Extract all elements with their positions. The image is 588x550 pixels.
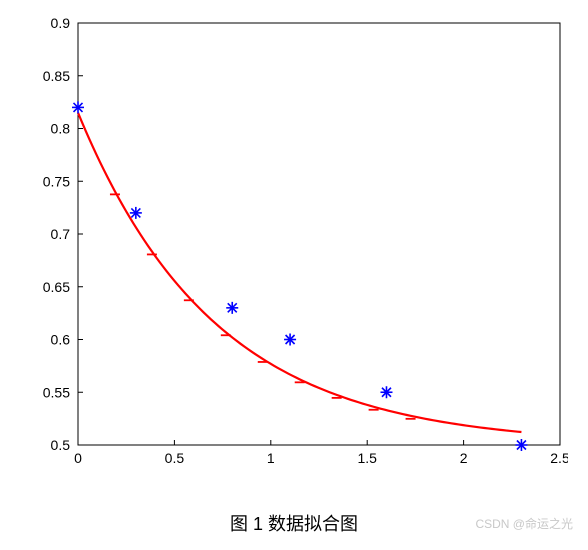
y-tick-label: 0.7 xyxy=(51,226,71,242)
y-tick-label: 0.75 xyxy=(43,173,70,189)
x-tick-label: 0 xyxy=(74,450,82,466)
x-tick-label: 1 xyxy=(267,450,275,466)
data-point xyxy=(72,101,84,113)
y-tick-label: 0.6 xyxy=(51,332,71,348)
chart-container: 00.511.522.50.50.550.60.650.70.750.80.85… xyxy=(20,15,568,475)
y-tick-label: 0.65 xyxy=(43,279,70,295)
data-point xyxy=(380,386,392,398)
x-tick-label: 2.5 xyxy=(550,450,568,466)
data-point xyxy=(284,334,296,346)
data-point xyxy=(130,207,142,219)
y-tick-label: 0.9 xyxy=(51,15,71,31)
y-tick-label: 0.5 xyxy=(51,437,71,453)
watermark: CSDN @命运之光 xyxy=(475,515,573,532)
y-tick-label: 0.85 xyxy=(43,68,70,84)
x-tick-label: 2 xyxy=(460,450,468,466)
y-tick-label: 0.55 xyxy=(43,384,70,400)
data-point xyxy=(226,302,238,314)
y-tick-label: 0.8 xyxy=(51,121,71,137)
plot-border xyxy=(78,23,560,445)
x-tick-label: 0.5 xyxy=(165,450,185,466)
data-point xyxy=(515,439,527,451)
chart-svg: 00.511.522.50.50.550.60.650.70.750.80.85… xyxy=(20,15,568,475)
x-tick-label: 1.5 xyxy=(357,450,377,466)
